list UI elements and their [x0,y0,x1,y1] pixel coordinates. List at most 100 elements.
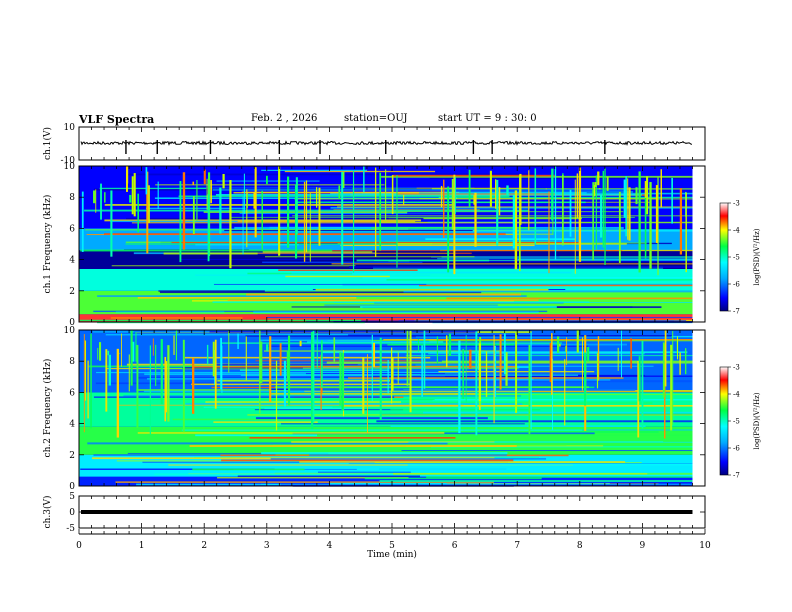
ch2-spectrogram-burst [597,336,600,381]
ch1-spectrogram-streak [195,274,431,276]
ch1-spectrogram-streak [110,220,238,223]
ch1-spectrogram-streak [184,223,287,226]
ch2-spectrogram-burst [409,330,412,413]
ch1-spectrogram-streak [230,216,635,218]
ch1-spectrogram-streak [131,222,579,224]
ch2-spectrogram-burst [421,345,423,397]
ch2-spectrogram-streak [205,401,401,403]
ch2-spectrogram-burst [164,356,167,422]
ch1-spectrogram-burst [578,167,582,262]
ch1-spectrogram-streak [284,170,436,173]
ch1-spectrogram-burst [148,185,150,223]
ch2-spectrogram-streak [137,432,445,434]
ch1-spectrogram-streak [126,217,424,220]
ch1-spectrogram-burst [443,179,445,238]
ch2-spectrogram-streak [245,335,672,337]
ch2-spectrogram-streak [343,405,693,407]
ch1-spectrogram-burst [569,189,572,237]
ch1-spectrogram-burst [243,173,245,214]
ch2-spectrogram-burst [551,333,553,395]
ch2-spectrogram-streak [255,417,488,420]
ch1-spectrogram-burst [551,168,554,221]
ch1-spectrogram-streak [253,311,539,313]
ch2-spectrogram-burst [630,338,632,369]
ch1-spectrogram-burst [649,182,652,269]
ch1-spectrogram-streak [392,174,555,177]
ch2-spectrogram-burst [228,330,230,373]
ch2-spectrogram-burst [160,339,163,405]
ch1-spectrogram-burst [628,187,631,241]
ch1-spectrogram-burst [286,176,290,248]
ch1-spectrogram-burst [574,179,576,274]
ch2-spectrogram-streak [390,434,693,436]
ch1-spectrogram-streak [298,250,623,252]
ch2-spectrogram-burst [206,344,209,365]
ch2-spectrogram-streak [405,355,693,357]
ch1-spectrogram-ytick-label: 4 [69,256,75,266]
ch2-spectrogram-burst [105,349,108,412]
ch1-spectrogram-streak [431,256,560,258]
ch1-spectrogram-burst [606,176,609,191]
ch2-spectrogram-burst [116,348,119,438]
time-tick-label: 6 [452,541,458,551]
ch2-spectrogram-burst [128,354,130,392]
ch1-spectrogram-streak [410,229,693,231]
ch2-spectrogram-streak [181,429,583,431]
ch2-spectrogram-burst [152,338,154,356]
ch1-spectrogram-streak [362,277,693,279]
ch3-waveform-ytick-label: 0 [69,508,75,518]
ch1-spectrogram-streak [418,284,693,287]
ch2-spectrogram-ytick-label: 4 [69,420,75,430]
ch2-spectrogram-burst [212,341,215,377]
ch2-spectrogram-colorbar-tick-label: -6 [733,445,740,453]
ch1-spectrogram-burst [447,186,450,273]
ch1-spectrogram-burst [512,194,516,249]
ch1-spectrogram-burst [644,181,647,198]
ch1-spectrogram-burst [93,190,96,204]
ch2-spectrogram-burst [237,333,239,350]
ch1-spectrogram-streak [441,256,693,258]
ch2-spectrogram-colorbar-tick-label: -7 [733,472,740,480]
ch1-spectrogram-colorbar-tick-label: -5 [733,254,740,262]
ch1-spectrogram-burst [305,180,308,253]
ch2-spectrogram-burst [173,335,175,355]
ch2-spectrogram-streak [217,477,409,479]
ch2-spectrogram-streak [428,353,645,355]
ch2-spectrogram-burst [406,330,409,386]
ch1-spectrogram-burst [179,180,182,263]
ch1-spectrogram-burst [145,167,148,195]
ch2-spectrogram-streak [168,464,573,466]
ch1-spectrogram-streak [265,256,475,258]
ch1-spectrogram-burst [385,169,387,222]
time-tick-label: 8 [577,541,583,551]
ch1-spectrogram-streak [285,275,390,278]
ch1-spectrogram-burst [635,187,638,205]
ch2-spectrogram-streak [429,339,693,342]
ch1-spectrogram-streak [263,225,520,228]
ch2-spectrogram-streak [371,374,645,377]
ch2-spectrogram-burst [165,361,168,413]
ch1-spectrogram-burst [303,181,306,262]
ch2-spectrogram-streak [230,431,659,433]
ch2-spectrogram-streak [182,367,303,369]
ch1-spectrogram-burst [545,188,547,190]
ch2-spectrogram-streak [87,442,448,445]
ch1-spectrogram-streak [215,194,642,196]
ch1-spectrogram-streak [97,295,527,297]
ch1-spectrogram-burst [137,193,139,233]
ch2-spectrogram-burst [288,335,291,406]
ch2-spectrogram-streak [213,421,318,423]
ch2-spectrogram-burst [685,348,687,375]
ch1-spectrogram-burst [638,171,641,273]
ch2-spectrogram-streak [360,394,693,396]
ch2-spectrogram-streak [137,376,527,379]
ch2-spectrogram-burst [391,357,394,391]
ch1-spectrogram-burst [196,179,198,222]
ch2-spectrogram-streak [144,373,421,376]
ch2-spectrogram-burst [275,360,278,431]
ch2-spectrogram-burst [312,330,315,423]
ch2-spectrogram-colorbar-tick-label: -3 [733,364,740,372]
ch2-spectrogram-ytick-label: 8 [69,357,75,367]
ch1-spectrogram-burst [295,177,298,235]
ch2-spectrogram-streak [215,364,416,366]
